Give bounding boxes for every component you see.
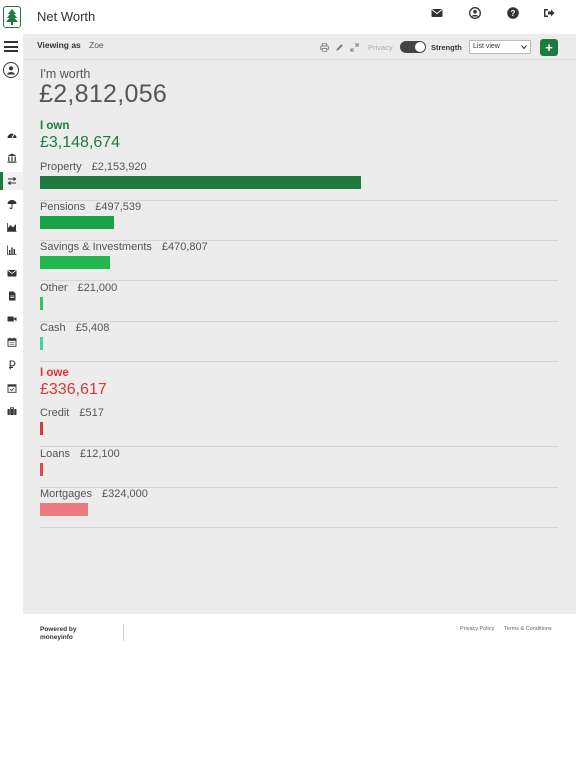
calendar-icon[interactable] [0, 333, 23, 351]
row-bar [40, 297, 43, 310]
row-amount: £21,000 [77, 282, 118, 294]
own-total: £3,148,674 [40, 134, 121, 151]
viewing-as-name[interactable]: Zoe [89, 40, 104, 50]
help-icon[interactable]: ? [506, 6, 520, 20]
page-title: Net Worth [37, 9, 96, 24]
row-amount: £324,000 [101, 488, 148, 500]
add-button[interactable]: + [540, 39, 558, 56]
briefcase-icon[interactable] [0, 402, 23, 420]
debt-row-mortgages[interactable]: Mortgages £324,000 [40, 488, 558, 528]
area-chart-icon[interactable] [0, 218, 23, 236]
menu-icon[interactable] [4, 41, 18, 52]
privacy-toggle[interactable] [400, 41, 426, 53]
row-bar [40, 256, 110, 269]
row-name: Cash [40, 322, 66, 334]
terms-link[interactable]: Terms & Conditions [504, 626, 552, 632]
row-amount: £497,539 [95, 201, 142, 213]
privacy-policy-link[interactable]: Privacy Policy [460, 626, 495, 632]
row-name: Credit [40, 407, 70, 419]
svg-text:?: ? [511, 9, 516, 18]
envelope-icon[interactable] [430, 6, 444, 20]
row-name: Savings & Investments [40, 241, 152, 253]
owe-label: I owe [40, 367, 69, 379]
envelope-icon[interactable] [0, 264, 23, 282]
row-amount: £470,807 [161, 241, 208, 253]
row-name: Property [40, 161, 82, 173]
row-amount: £12,100 [79, 448, 120, 460]
row-bar [40, 216, 114, 229]
worth-label: I'm worth [40, 67, 91, 81]
row-name: Mortgages [40, 488, 92, 500]
privacy-label: Privacy [368, 43, 393, 52]
asset-row-pensions[interactable]: Pensions £497,539 [40, 201, 558, 241]
divider [123, 624, 124, 641]
row-bar [40, 422, 43, 435]
row-bar [40, 176, 361, 189]
currency-icon[interactable] [0, 356, 23, 374]
document-icon[interactable] [0, 287, 23, 305]
chevron-down-icon [521, 45, 527, 50]
row-bar [40, 463, 43, 476]
own-label: I own [40, 120, 70, 132]
asset-row-other[interactable]: Other £21,000 [40, 282, 558, 322]
calendar-check-icon[interactable] [0, 379, 23, 397]
asset-row-cash[interactable]: Cash £5,408 [40, 322, 558, 362]
row-bar [40, 337, 43, 350]
toolbar: Viewing as Zoe Privacy Strength List vie… [23, 34, 576, 60]
dashboard-icon[interactable] [0, 126, 23, 144]
row-amount: £2,153,920 [91, 161, 147, 173]
asset-row-savings[interactable]: Savings & Investments £470,807 [40, 241, 558, 281]
worth-value: £2,812,056 [39, 80, 168, 108]
user-circle-icon[interactable] [468, 6, 482, 20]
viewing-as-label: Viewing as [37, 40, 81, 50]
powered-by: Powered by moneyinfo [40, 626, 77, 641]
umbrella-icon[interactable] [0, 195, 23, 213]
transfer-icon[interactable] [0, 172, 23, 190]
row-bar [40, 503, 88, 516]
owe-total: £336,617 [40, 381, 107, 398]
main-content: Viewing as Zoe Privacy Strength List vie… [23, 34, 576, 614]
sign-out-icon[interactable] [542, 6, 556, 20]
row-name: Pensions [40, 201, 86, 213]
row-name: Other [40, 282, 68, 294]
debt-row-loans[interactable]: Loans £12,100 [40, 448, 558, 488]
expand-icon[interactable] [349, 42, 359, 52]
edit-icon[interactable] [334, 42, 344, 52]
row-amount: £5,408 [75, 322, 110, 334]
view-select[interactable]: List view [469, 40, 531, 54]
bar-chart-icon[interactable] [0, 241, 23, 259]
view-select-value: List view [473, 43, 500, 50]
asset-row-property[interactable]: Property £2,153,920 [40, 161, 558, 201]
row-name: Loans [40, 448, 70, 460]
tree-logo-icon[interactable] [3, 6, 21, 28]
strength-label: Strength [431, 43, 462, 52]
bank-icon[interactable] [0, 149, 23, 167]
footer: Powered by moneyinfo Privacy Policy Term… [23, 614, 576, 654]
avatar[interactable] [3, 62, 19, 78]
video-icon[interactable] [0, 310, 23, 328]
top-header: Net Worth ? [0, 0, 576, 34]
debt-row-credit[interactable]: Credit £517 [40, 407, 558, 447]
brand-name: moneyinfo [40, 634, 73, 641]
print-icon[interactable] [319, 42, 329, 52]
row-amount: £517 [79, 407, 104, 419]
